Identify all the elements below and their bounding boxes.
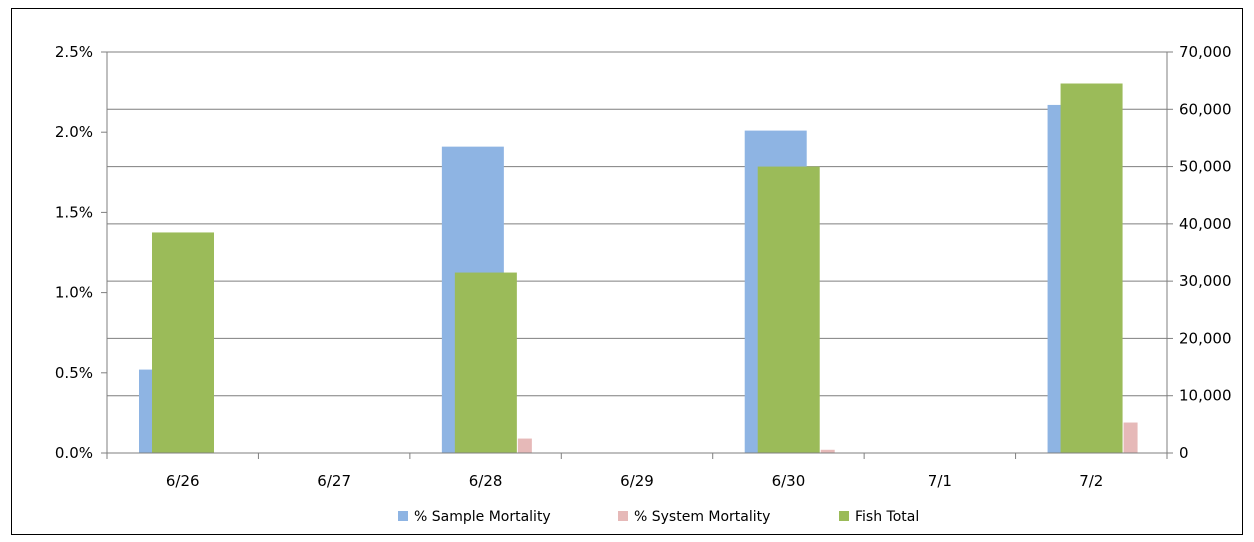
bar-system-mortality xyxy=(517,438,532,453)
bar-system-mortality xyxy=(1123,422,1138,453)
right-tick-label: 40,000 xyxy=(1179,215,1232,233)
legend-label: Fish Total xyxy=(855,509,919,525)
legend-swatch xyxy=(398,511,408,521)
bar-fish-total xyxy=(1060,83,1123,453)
legend-label: % System Mortality xyxy=(634,509,770,525)
right-tick-label: 20,000 xyxy=(1179,329,1232,347)
x-tick-label: 6/26 xyxy=(166,472,200,490)
axes xyxy=(101,51,1173,459)
bars xyxy=(139,83,1138,454)
bar-fish-total xyxy=(152,232,214,453)
left-tick-label: 2.0% xyxy=(55,123,93,141)
chart-frame xyxy=(11,8,1243,535)
legend-label: % Sample Mortality xyxy=(414,509,551,525)
right-tick-label: 30,000 xyxy=(1179,272,1232,290)
tick-labels: 0.0% 0.5% 1.0% 1.5% 2.0% 2.5% 0 10,000 20,000 30,… xyxy=(55,43,1232,490)
legend: % Sample Mortality % System Mortality Fish… xyxy=(398,509,919,525)
gridlines xyxy=(107,51,1167,397)
left-tick-label: 2.5% xyxy=(55,43,93,61)
x-tick-label: 6/28 xyxy=(469,472,503,490)
x-tick-label: 7/1 xyxy=(928,472,952,490)
bar-fish-total xyxy=(757,166,820,454)
left-tick-label: 0.5% xyxy=(55,364,93,382)
left-tick-label: 1.5% xyxy=(55,203,93,221)
bar-fish-total xyxy=(454,272,517,453)
right-tick-label: 70,000 xyxy=(1179,43,1232,61)
right-tick-label: 0 xyxy=(1179,444,1189,462)
left-tick-label: 1.0% xyxy=(55,284,93,302)
right-tick-label: 50,000 xyxy=(1179,158,1232,176)
legend-swatch xyxy=(839,511,849,521)
legend-swatch xyxy=(618,511,628,521)
right-tick-label: 10,000 xyxy=(1179,387,1232,405)
bar-system-mortality xyxy=(820,449,835,453)
x-tick-label: 6/27 xyxy=(317,472,351,490)
x-tick-label: 6/29 xyxy=(620,472,654,490)
right-tick-label: 60,000 xyxy=(1179,100,1232,118)
x-tick-label: 6/30 xyxy=(772,472,806,490)
left-tick-label: 0.0% xyxy=(55,444,93,462)
x-tick-label: 7/2 xyxy=(1079,472,1103,490)
